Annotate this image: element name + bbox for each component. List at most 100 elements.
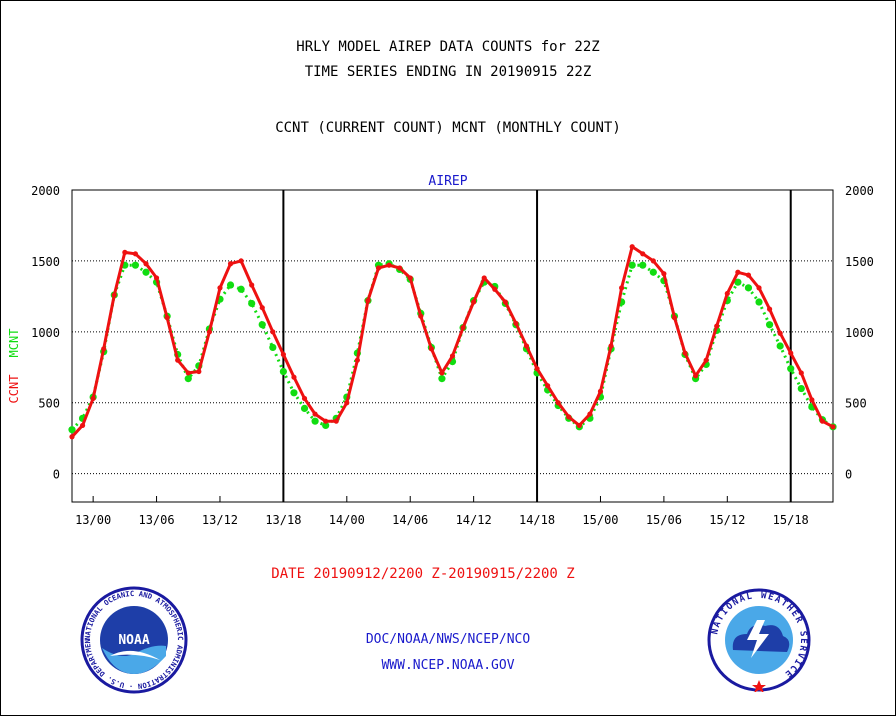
- data-point-ccnt: [576, 422, 582, 429]
- data-point-mcnt: [649, 268, 657, 276]
- data-point-ccnt: [460, 324, 466, 331]
- y-axis-label-ccnt: CCNT: [7, 375, 21, 404]
- data-point-ccnt: [661, 271, 667, 277]
- data-point-ccnt: [714, 323, 720, 329]
- data-point-ccnt: [629, 244, 635, 250]
- y-tick-label-left: 1000: [31, 326, 60, 340]
- data-point-ccnt: [777, 330, 783, 336]
- x-tick-label: 13/18: [265, 513, 301, 527]
- data-point-ccnt: [724, 290, 730, 297]
- data-point-ccnt: [79, 422, 86, 429]
- data-point-mcnt: [300, 404, 309, 412]
- data-point-ccnt: [798, 370, 804, 376]
- data-point-ccnt: [132, 251, 139, 257]
- data-point-mcnt: [269, 343, 277, 352]
- y-tick-label-right: 1000: [845, 326, 874, 340]
- data-point-ccnt: [692, 373, 699, 379]
- data-point-ccnt: [545, 383, 551, 389]
- data-point-ccnt: [101, 346, 107, 352]
- chart-title-line1: HRLY MODEL AIREP DATA COUNTS for 22Z: [296, 39, 600, 55]
- data-point-ccnt: [819, 418, 826, 424]
- data-point-ccnt: [513, 320, 519, 326]
- footer-org: DOC/NOAA/NWS/NCEP/NCO: [365, 632, 531, 647]
- data-point-ccnt: [587, 411, 593, 417]
- x-tick-label: 14/06: [392, 513, 428, 527]
- data-point-ccnt: [333, 418, 339, 424]
- data-point-ccnt: [386, 262, 392, 268]
- data-point-ccnt: [756, 285, 762, 291]
- data-point-ccnt: [788, 350, 794, 356]
- data-point-ccnt: [227, 261, 234, 267]
- data-point-ccnt: [323, 418, 329, 424]
- data-point-mcnt: [797, 384, 805, 393]
- data-point-mcnt: [131, 261, 140, 269]
- data-point-ccnt: [492, 286, 498, 292]
- plot-title: AIREP: [428, 174, 467, 189]
- y-axis-label-mcnt: MCNT: [7, 329, 21, 358]
- data-point-mcnt: [734, 278, 742, 286]
- data-point-mcnt: [744, 284, 753, 292]
- chart-subtitle: CCNT (CURRENT COUNT) MCNT (MONTHLY COUNT…: [275, 120, 621, 136]
- data-point-ccnt: [597, 388, 604, 394]
- data-point-mcnt: [248, 299, 256, 308]
- y-tick-label-left: 1500: [31, 255, 60, 269]
- noaa-logo: NATIONAL OCEANIC AND ATMOSPHERIC ADMINIS…: [80, 586, 188, 694]
- data-point-ccnt: [745, 272, 752, 278]
- date-range-label: DATE 20190912/2200 Z-20190915/2200 Z: [271, 566, 575, 582]
- data-point-ccnt: [249, 282, 255, 288]
- data-point-ccnt: [703, 357, 709, 363]
- data-point-mcnt: [765, 321, 774, 329]
- data-point-ccnt: [312, 411, 318, 417]
- data-point-ccnt: [407, 275, 413, 281]
- data-point-ccnt: [175, 357, 181, 363]
- data-point-ccnt: [650, 258, 656, 264]
- data-point-ccnt: [439, 370, 445, 376]
- y-tick-label-left: 2000: [31, 184, 60, 198]
- x-tick-label: 15/18: [773, 513, 809, 527]
- data-point-ccnt: [196, 368, 202, 375]
- y-tick-label-right: 0: [845, 468, 852, 482]
- data-point-mcnt: [68, 426, 76, 434]
- data-point-mcnt: [628, 261, 636, 269]
- data-point-ccnt: [153, 275, 160, 281]
- data-point-mcnt: [258, 321, 266, 329]
- x-tick-label: 15/00: [582, 513, 618, 527]
- x-tick-label: 13/00: [75, 513, 111, 527]
- data-point-ccnt: [449, 353, 456, 359]
- x-tick-label: 13/06: [138, 513, 174, 527]
- y-tick-label-right: 2000: [845, 184, 874, 198]
- x-tick-label: 14/12: [456, 513, 492, 527]
- nws-logo: NATIONAL WEATHER SERVICE: [707, 588, 811, 692]
- data-point-mcnt: [787, 365, 795, 373]
- data-point-ccnt: [682, 350, 688, 356]
- y-tick-label-right: 500: [845, 397, 867, 411]
- data-point-mcnt: [438, 375, 446, 383]
- data-point-ccnt: [640, 251, 646, 257]
- data-point-ccnt: [566, 414, 572, 420]
- data-point-ccnt: [428, 346, 434, 352]
- data-point-ccnt: [375, 265, 382, 271]
- y-tick-label-left: 500: [38, 397, 60, 411]
- data-point-ccnt: [111, 292, 117, 298]
- data-point-ccnt: [185, 370, 191, 376]
- data-point-mcnt: [290, 389, 298, 397]
- data-point-ccnt: [164, 315, 170, 321]
- data-point-ccnt: [365, 298, 371, 304]
- data-point-mcnt: [311, 417, 319, 425]
- x-tick-label: 13/12: [202, 513, 238, 527]
- data-point-ccnt: [143, 261, 149, 267]
- x-tick-label: 14/00: [329, 513, 365, 527]
- data-point-mcnt: [142, 268, 150, 276]
- data-point-mcnt: [755, 298, 763, 306]
- data-point-ccnt: [523, 343, 530, 349]
- data-point-ccnt: [217, 285, 223, 291]
- data-point-ccnt: [534, 366, 540, 372]
- x-tick-label: 15/06: [646, 513, 682, 527]
- noaa-logo-text: NOAA: [118, 633, 149, 648]
- data-point-ccnt: [671, 315, 678, 321]
- data-point-ccnt: [270, 329, 276, 335]
- data-point-ccnt: [555, 400, 561, 406]
- data-point-ccnt: [809, 397, 815, 403]
- data-point-mcnt: [776, 342, 784, 350]
- data-point-ccnt: [344, 400, 350, 406]
